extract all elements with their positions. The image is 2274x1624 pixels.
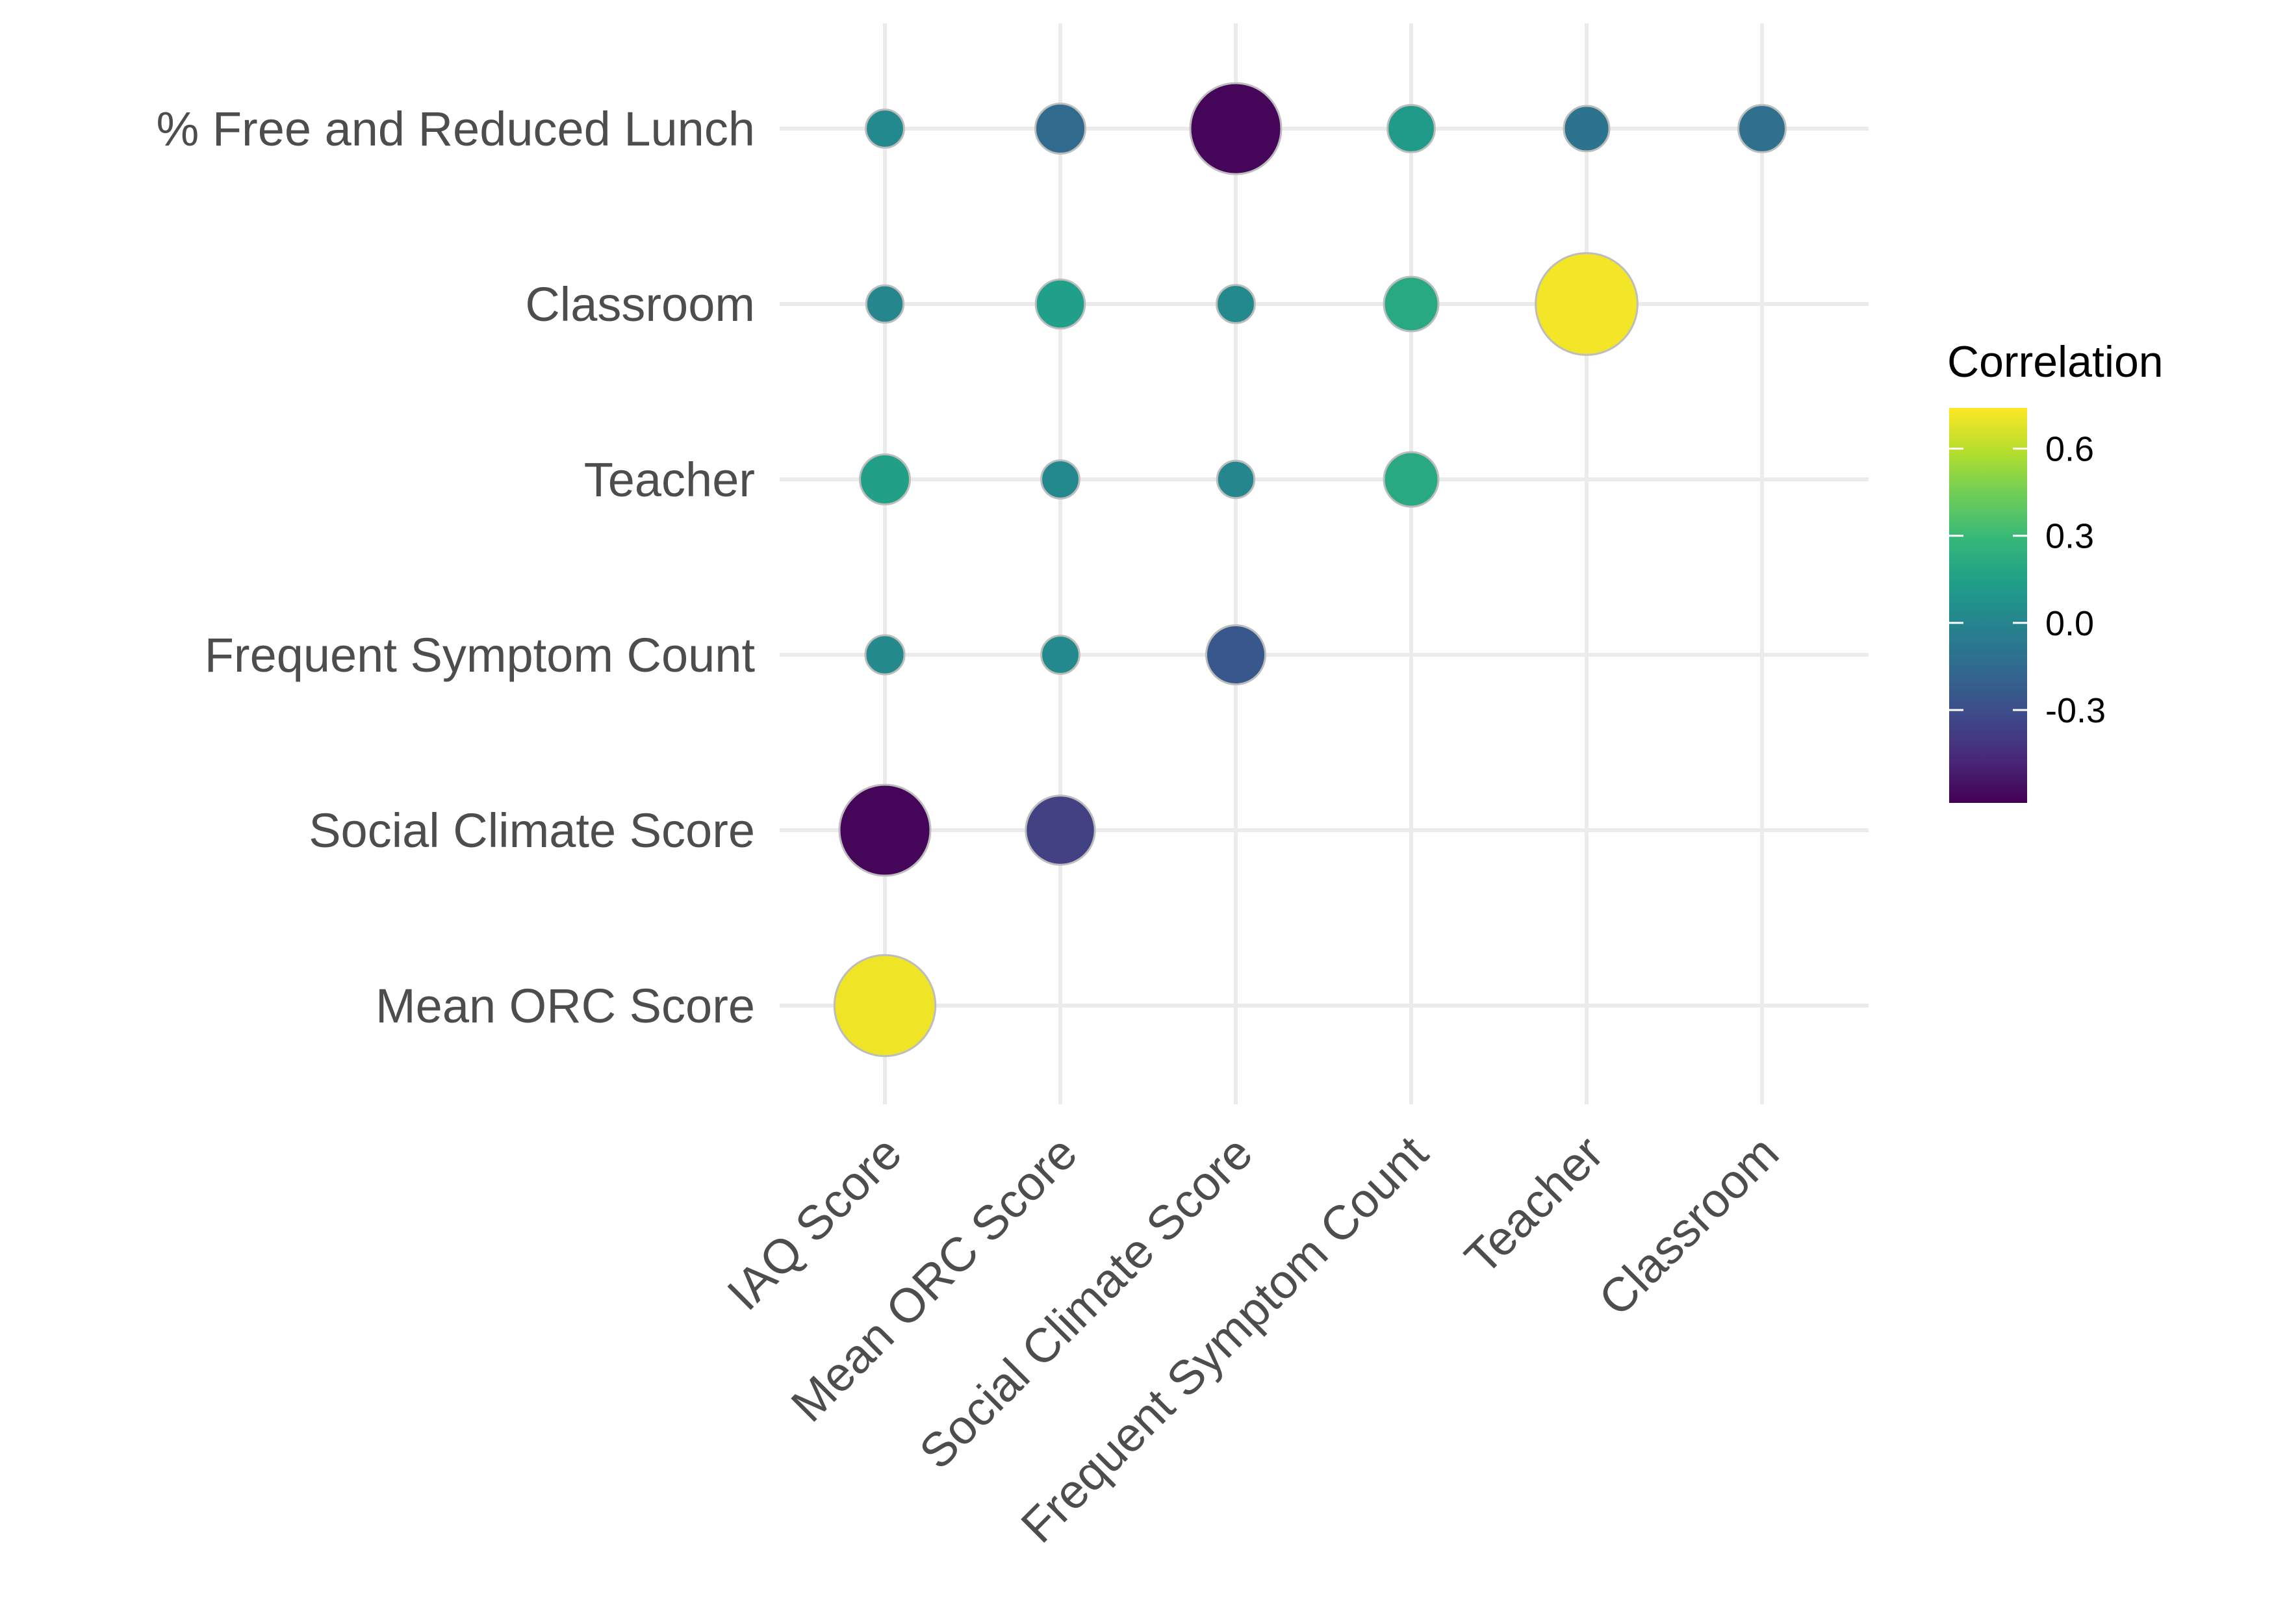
bubble-iaq-score-vs-teacher <box>859 453 911 505</box>
y-tick-label-teacher: Teacher <box>584 453 755 507</box>
legend-tick-label: 0.0 <box>2045 604 2094 643</box>
y-axis-labels: % Free and Reduced Lunch Classroom Teacher… <box>157 102 756 1033</box>
legend: Correlation 0.6 0.3 0.0 -0.3 <box>1947 337 2164 803</box>
bubble-social-climate-score-vs-pct-free-and-reduced-lunch <box>1189 82 1283 175</box>
bubble-frequent-symptom-count-vs-pct-free-and-reduced-lunch <box>1386 104 1436 153</box>
y-tick-label-frequent-symptom-count: Frequent Symptom Count <box>205 628 756 682</box>
bubble-social-climate-score-vs-frequent-symptom-count <box>1205 624 1266 685</box>
bubble-iaq-score-vs-classroom <box>865 284 905 324</box>
bubble-iaq-score-vs-mean-orc-score <box>833 954 937 1058</box>
x-tick-label-teacher: Teacher <box>1454 1126 1613 1285</box>
bubble-frequent-symptom-count-vs-classroom <box>1383 275 1440 333</box>
bubble-iaq-score-vs-social-climate-score <box>838 783 932 877</box>
legend-colorbar <box>1949 408 2027 803</box>
x-tick-label-social-climate-score: Social Climate Score <box>909 1126 1262 1479</box>
bubble-iaq-score-vs-pct-free-and-reduced-lunch <box>865 108 905 149</box>
y-tick-label-classroom: Classroom <box>525 277 755 331</box>
legend-tick-label: 0.6 <box>2045 430 2094 469</box>
bubble-social-climate-score-vs-classroom <box>1216 284 1256 324</box>
bubble-mean-orc-score-vs-classroom <box>1034 278 1086 330</box>
bubble-classroom-vs-pct-free-and-reduced-lunch <box>1737 104 1787 153</box>
y-tick-label-mean-orc-score: Mean ORC Score <box>376 979 755 1033</box>
bubble-mean-orc-score-vs-frequent-symptom-count <box>1040 635 1080 675</box>
bubble-iaq-score-vs-frequent-symptom-count <box>864 634 906 676</box>
bubble-mean-orc-score-vs-teacher <box>1040 459 1080 500</box>
bubble-mean-orc-score-vs-pct-free-and-reduced-lunch <box>1034 103 1086 155</box>
points <box>833 82 1787 1058</box>
bubble-teacher-vs-classroom <box>1535 252 1639 356</box>
x-tick-label-mean-orc-score: Mean ORC Score <box>781 1126 1088 1432</box>
legend-tick-label: 0.3 <box>2045 517 2094 556</box>
y-tick-label-pct-free-and-reduced-lunch: % Free and Reduced Lunch <box>157 102 756 156</box>
bubble-social-climate-score-vs-teacher <box>1216 459 1256 500</box>
grid <box>780 23 1869 1104</box>
x-tick-label-classroom: Classroom <box>1589 1126 1789 1326</box>
bubble-frequent-symptom-count-vs-teacher <box>1383 451 1440 508</box>
legend-tick-label: -0.3 <box>2045 691 2106 730</box>
bubble-teacher-vs-pct-free-and-reduced-lunch <box>1563 105 1611 153</box>
y-tick-label-social-climate-score: Social Climate Score <box>309 804 755 857</box>
legend-title: Correlation <box>1947 337 2164 387</box>
bubble-mean-orc-score-vs-social-climate-score <box>1025 794 1096 866</box>
